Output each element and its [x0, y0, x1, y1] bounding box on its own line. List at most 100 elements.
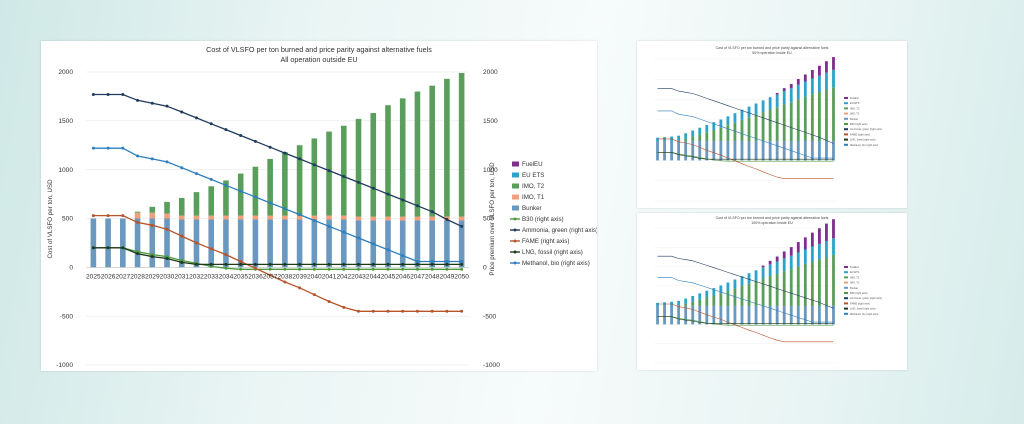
thumb-bar [691, 295, 695, 302]
line-point [180, 110, 184, 114]
line-point [283, 262, 287, 266]
thumb-bar [698, 305, 702, 325]
line-point [430, 309, 434, 313]
thumb-line [657, 138, 834, 179]
thumb-bar [733, 288, 737, 306]
line-point [445, 267, 449, 271]
thumb-bar [817, 92, 821, 141]
line-point [224, 253, 228, 257]
line-point [91, 92, 95, 96]
thumb-bar [677, 305, 681, 325]
y-axis-left-label: Cost of VLSFO per ton, USD [47, 179, 54, 259]
line-series [93, 93, 462, 227]
thumb-bar [740, 285, 744, 306]
line-point [386, 262, 390, 266]
grid [86, 71, 469, 366]
thumb-bar [803, 263, 807, 306]
line-point [209, 247, 213, 251]
thumb-bar [754, 280, 758, 306]
x-tick-label: 2028 [130, 273, 145, 280]
thumb-bar [747, 140, 751, 161]
y-left-tick-label: 1500 [58, 118, 73, 125]
thumb-bar [719, 285, 723, 294]
line-point [445, 309, 449, 313]
thumb-bar [747, 305, 751, 325]
thumb-bar [803, 140, 807, 161]
bar-segment [385, 220, 391, 268]
thumb-bar [698, 293, 702, 300]
x-tick-label: 2049 [440, 273, 455, 280]
thumb-bar [832, 219, 835, 239]
line-point [401, 198, 405, 202]
line-point [106, 246, 110, 250]
line-point [460, 309, 464, 313]
thumb-legend-label: B30 (right axis) [850, 122, 868, 126]
legend-label: B30 (right axis) [522, 216, 564, 223]
line-point [224, 183, 228, 187]
thumb-bar [817, 65, 821, 76]
x-tick-label: 2037 [263, 273, 278, 280]
thumb-bar [663, 305, 666, 325]
thumb-bar [803, 249, 807, 264]
thumb-bar [747, 273, 751, 284]
line-point [327, 224, 331, 228]
thumb-bar [803, 237, 807, 250]
thumb-legend-label: FuelEU [850, 265, 859, 269]
y-right-tick-label: 2000 [483, 69, 498, 76]
thumb-legend-swatch [844, 281, 848, 284]
thumb-bar [803, 74, 807, 82]
bar-segment [237, 215, 244, 220]
bar-segment [164, 201, 170, 214]
line-point [430, 267, 434, 271]
line-point [165, 104, 169, 108]
bar-segment [164, 213, 170, 219]
thumb-bar [768, 97, 772, 110]
thumb-legend-swatch [844, 266, 848, 268]
x-tick-label: 2047 [410, 273, 425, 280]
thumbnail-chart-50pct[interactable]: Cost of VLSFO per ton burned and price p… [637, 41, 907, 208]
bar-segment [178, 215, 185, 220]
thumb-bar [803, 96, 807, 141]
x-tick-label: 2026 [101, 273, 116, 280]
bar-segment [326, 219, 332, 268]
line-point [150, 223, 154, 227]
thumb-bar [796, 99, 800, 141]
line-point [165, 227, 169, 231]
thumb-bar [817, 75, 821, 93]
thumb-bar [670, 305, 674, 325]
thumbnail-chart-100pct[interactable]: Cost of VLSFO per ton burned and price p… [637, 213, 907, 370]
line-point [180, 166, 184, 170]
legend-swatch [512, 161, 519, 167]
thumb-bar [740, 109, 744, 120]
thumb-legend-label: Bunker [850, 117, 858, 121]
line-point [136, 252, 140, 256]
thumb-bar [775, 261, 779, 274]
thumb-legend-label: LNG, fossil (right axis) [850, 307, 876, 311]
thumb-legend-label: B30 (right axis) [850, 291, 868, 295]
thumb-bar [733, 113, 737, 123]
thumb-bar [775, 273, 779, 306]
line-point [298, 262, 302, 266]
thumb-bar [691, 140, 695, 161]
legend-marker [513, 228, 517, 232]
thumb-bar [775, 107, 779, 141]
thumb-legend-label: EU ETS [850, 270, 860, 274]
thumb-bar [684, 298, 688, 304]
bar-segment [355, 220, 362, 268]
y-right-tick-label: -1000 [483, 362, 500, 369]
thumb-bar [656, 140, 659, 161]
line-point [106, 146, 110, 150]
thumb-a-subtitle: 50% operation inside EU [752, 51, 792, 55]
x-tick-label: 2031 [174, 273, 189, 280]
thumb-bar [712, 305, 716, 325]
thumb-legend-swatch [844, 128, 848, 131]
line-point [312, 293, 316, 297]
thumb-bar [670, 140, 674, 161]
line-point [283, 280, 287, 284]
thumb-legend-swatch [844, 312, 848, 315]
line-point [121, 214, 125, 218]
line-point [357, 180, 361, 184]
line-point [401, 309, 405, 313]
thumb-bar [684, 140, 688, 161]
